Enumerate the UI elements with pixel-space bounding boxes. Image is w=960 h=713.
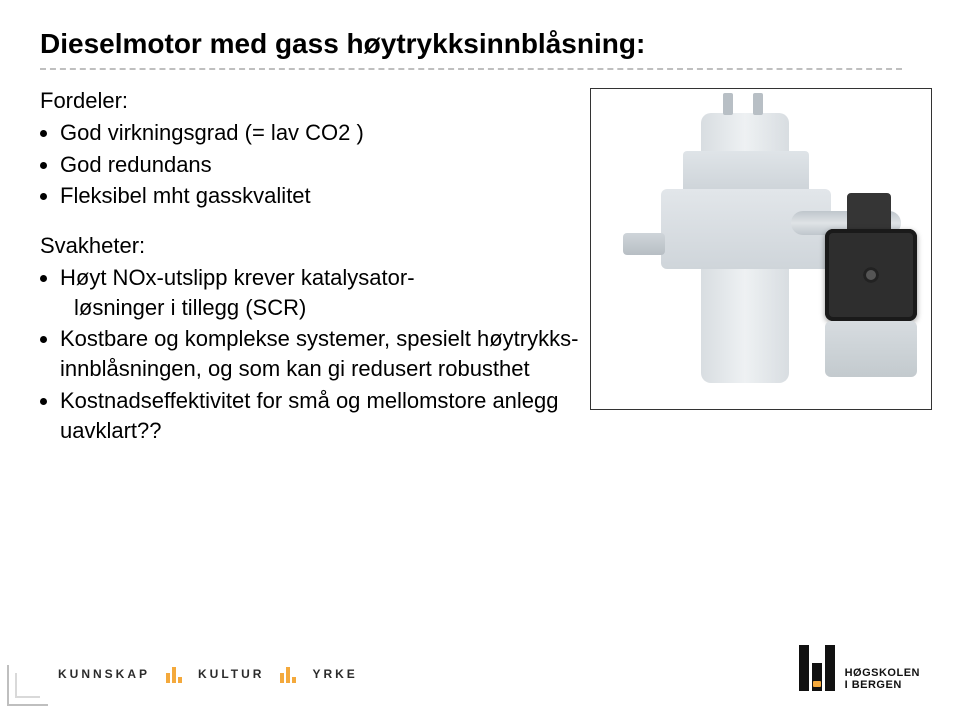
stud-shape [723,93,733,115]
list-item-continuation: løsninger i tillegg (SCR) [74,293,580,323]
content-row: Fordeler: God virkningsgrad (= lav CO2 )… [40,88,920,467]
figure-column [590,88,932,467]
institution-mark-icon [799,645,835,691]
engine-diagram-shapes [591,89,931,409]
institution-logo: HØGSKOLEN I BERGEN [799,645,920,691]
slide: Dieselmotor med gass høytrykksinnblåsnin… [0,0,960,713]
weaknesses-heading: Svakheter: [40,233,580,259]
valve-shape [623,233,665,255]
footer-motto: KUNNSKAP KULTUR YRKE [58,665,358,683]
advantages-heading: Fordeler: [40,88,580,114]
footer-word: KUNNSKAP [58,667,150,681]
list-item-text: Høyt NOx-utslipp krever katalysator- [60,265,415,290]
corner-decoration [0,657,56,713]
list-item: Fleksibel mht gasskvalitet [60,181,580,211]
list-item: Kostnadseffektivitet for små og mellomst… [60,386,580,445]
injector-top-shape [847,193,891,233]
injector-module-shape [825,229,917,321]
page-title: Dieselmotor med gass høytrykksinnblåsnin… [40,28,920,60]
head-upper-shape [683,151,809,193]
list-item: God redundans [60,150,580,180]
weaknesses-list: Høyt NOx-utslipp krever katalysator- løs… [40,263,580,445]
text-column: Fordeler: God virkningsgrad (= lav CO2 )… [40,88,580,467]
advantages-list: God virkningsgrad (= lav CO2 ) God redun… [40,118,580,211]
list-item-text: Kostnadseffektivitet for små og mellomst… [60,388,559,443]
list-item: Kostbare og komplekse systemer, spesielt… [60,324,580,383]
list-item-text: God virkningsgrad (= lav CO2 ) [60,120,364,145]
module-base-shape [825,321,917,377]
bars-icon [280,665,296,683]
list-item-text: God redundans [60,152,212,177]
list-item: Høyt NOx-utslipp krever katalysator- løs… [60,263,580,322]
list-item-text: Kostbare og komplekse systemer, spesielt… [60,326,578,381]
footer-word: KULTUR [198,667,264,681]
footer-word: YRKE [312,667,357,681]
list-item-text: Fleksibel mht gasskvalitet [60,183,311,208]
engine-diagram [590,88,932,410]
institution-line: HØGSKOLEN [845,667,920,679]
bars-icon [166,665,182,683]
divider [40,68,902,70]
institution-name: HØGSKOLEN I BERGEN [845,667,920,691]
stud-shape [753,93,763,115]
footer: KUNNSKAP KULTUR YRKE HØGSKOLEN I BERGEN [0,625,960,713]
list-item: God virkningsgrad (= lav CO2 ) [60,118,580,148]
institution-line: I BERGEN [845,679,902,691]
